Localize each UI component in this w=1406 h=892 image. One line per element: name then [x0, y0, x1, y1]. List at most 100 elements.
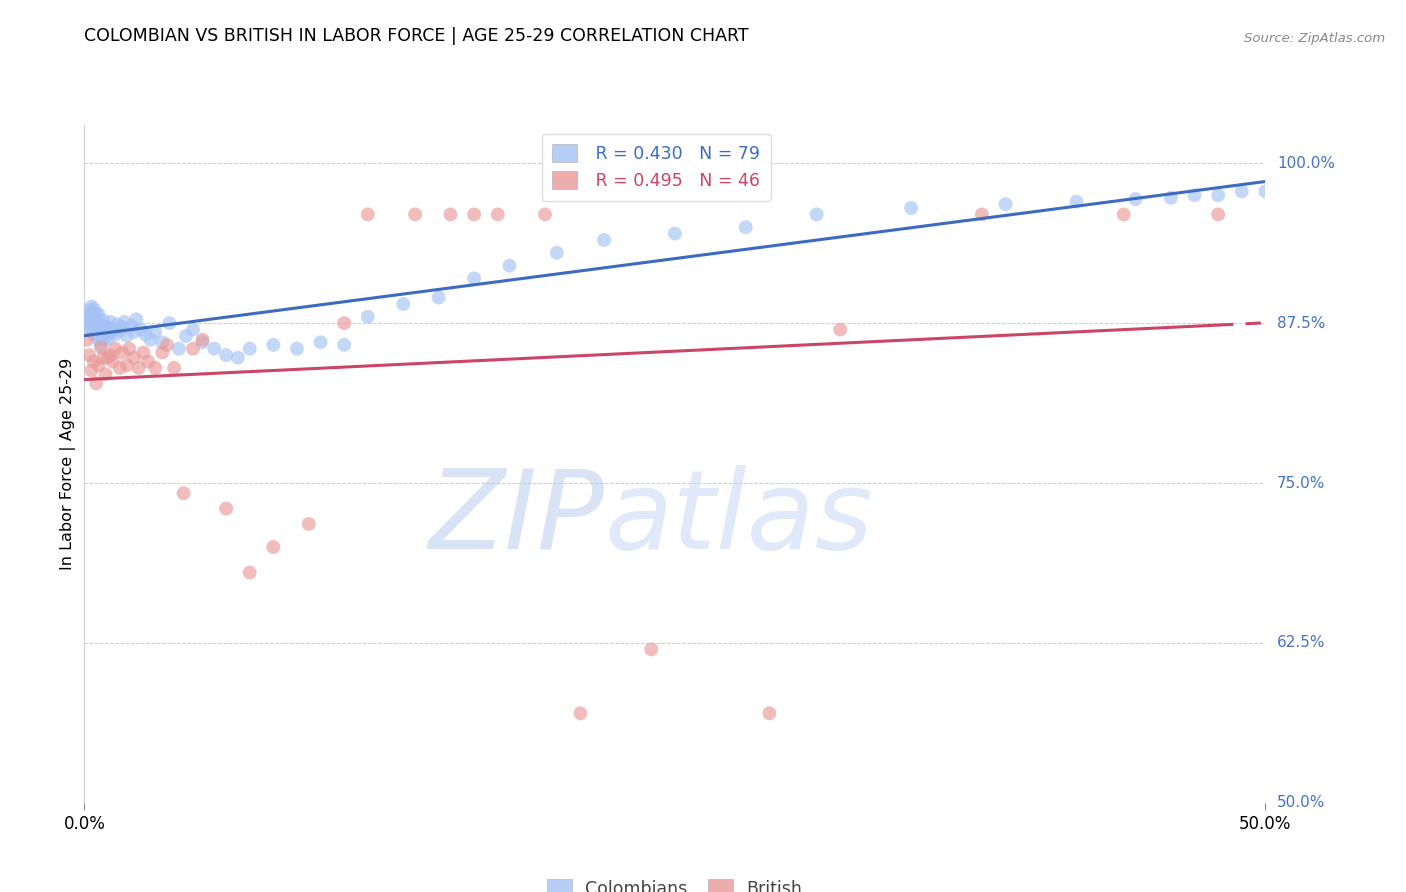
Point	[94, 329, 117, 343]
Point	[156, 338, 179, 352]
Point	[191, 333, 214, 347]
Point	[1125, 192, 1147, 206]
Point	[129, 322, 152, 336]
Point	[94, 320, 117, 334]
Point	[80, 300, 103, 314]
Point	[285, 342, 308, 356]
Point	[1184, 188, 1206, 202]
Point	[439, 207, 461, 221]
Point	[111, 345, 134, 359]
Point	[122, 325, 145, 339]
Point	[101, 322, 124, 336]
Point	[91, 322, 114, 336]
Point	[202, 342, 225, 356]
Point	[970, 207, 993, 221]
Legend: Colombians, British: Colombians, British	[540, 872, 810, 892]
Text: COLOMBIAN VS BRITISH IN LABOR FORCE | AGE 25-29 CORRELATION CHART: COLOMBIAN VS BRITISH IN LABOR FORCE | AG…	[84, 27, 749, 45]
Point	[486, 207, 509, 221]
Point	[167, 342, 190, 356]
Point	[97, 351, 120, 365]
Point	[139, 333, 162, 347]
Point	[262, 540, 284, 554]
Point	[107, 318, 129, 332]
Point	[76, 316, 98, 330]
Point	[83, 327, 105, 342]
Point	[84, 325, 107, 339]
Point	[84, 307, 107, 321]
Point	[215, 348, 238, 362]
Point	[143, 325, 166, 339]
Point	[758, 706, 780, 721]
Point	[640, 642, 662, 657]
Point	[77, 320, 100, 334]
Point	[298, 516, 321, 531]
Point	[262, 338, 284, 352]
Point	[136, 354, 159, 368]
Point	[90, 341, 112, 355]
Point	[239, 342, 262, 356]
Point	[76, 310, 98, 324]
Point	[104, 342, 127, 356]
Point	[101, 354, 124, 368]
Point	[90, 318, 112, 333]
Point	[83, 318, 105, 333]
Point	[135, 327, 157, 342]
Text: atlas: atlas	[605, 465, 873, 572]
Point	[125, 312, 148, 326]
Point	[173, 486, 195, 500]
Point	[97, 331, 120, 345]
Point	[77, 312, 100, 326]
Point	[84, 316, 107, 330]
Point	[104, 327, 127, 342]
Point	[90, 329, 112, 343]
Point	[215, 501, 238, 516]
Point	[91, 313, 114, 327]
Point	[734, 220, 756, 235]
Point	[83, 354, 105, 368]
Point	[157, 316, 180, 330]
Point	[76, 333, 98, 347]
Point	[98, 325, 121, 339]
Point	[80, 322, 103, 336]
Point	[163, 360, 186, 375]
Point	[174, 329, 197, 343]
Point	[77, 303, 100, 318]
Point	[357, 207, 380, 221]
Point	[333, 338, 356, 352]
Point	[404, 207, 426, 221]
Point	[191, 335, 214, 350]
Point	[309, 335, 332, 350]
Text: ZIP: ZIP	[429, 465, 605, 572]
Point	[1066, 194, 1088, 209]
Point	[80, 312, 103, 326]
Point	[115, 359, 138, 373]
Point	[115, 329, 138, 343]
Point	[91, 333, 114, 347]
Point	[1206, 207, 1229, 221]
Point	[830, 322, 852, 336]
Text: 62.5%: 62.5%	[1277, 635, 1326, 650]
Point	[357, 310, 380, 324]
Point	[114, 315, 136, 329]
Point	[546, 245, 568, 260]
Point	[121, 318, 143, 333]
Point	[128, 360, 150, 375]
Point	[1160, 191, 1182, 205]
Text: Source: ZipAtlas.com: Source: ZipAtlas.com	[1244, 31, 1385, 45]
Point	[87, 359, 110, 373]
Point	[181, 322, 204, 336]
Point	[239, 566, 262, 580]
Point	[97, 321, 120, 335]
Point	[150, 335, 173, 350]
Point	[98, 315, 121, 329]
Point	[498, 259, 520, 273]
Text: 75.0%: 75.0%	[1277, 475, 1326, 491]
Point	[150, 345, 173, 359]
Y-axis label: In Labor Force | Age 25-29: In Labor Force | Age 25-29	[60, 358, 76, 570]
Point	[94, 368, 117, 382]
Point	[569, 706, 592, 721]
Point	[1112, 207, 1135, 221]
Point	[534, 207, 557, 221]
Point	[1230, 185, 1253, 199]
Point	[87, 307, 110, 321]
